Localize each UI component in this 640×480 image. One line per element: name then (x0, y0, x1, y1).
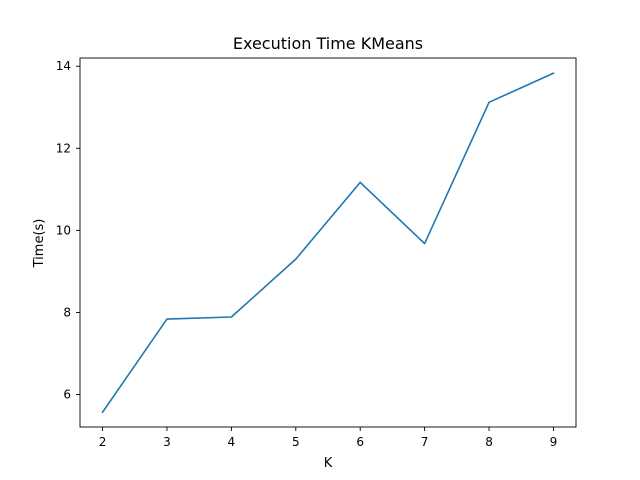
y-tick-label: 14 (56, 59, 71, 73)
x-tick-label: 6 (356, 435, 364, 449)
plot-frame (79, 57, 577, 428)
chart-title: Execution Time KMeans (233, 34, 423, 53)
series-line (101, 72, 555, 414)
x-tick-label: 7 (421, 435, 429, 449)
x-tick-label: 5 (292, 435, 300, 449)
y-axis-label: Time(s) (32, 219, 47, 269)
y-tick-label: 6 (63, 388, 71, 402)
x-tick-label: 9 (550, 435, 558, 449)
x-tick-label: 3 (163, 435, 171, 449)
y-tick-label: 12 (56, 141, 71, 155)
plot-area: 2 3 4 5 6 7 8 9 6 8 10 12 14 (56, 57, 577, 449)
x-tick-label: 4 (228, 435, 236, 449)
y-tick-label: 8 (63, 305, 71, 319)
y-tick-label: 10 (56, 223, 71, 237)
x-tick-label: 2 (99, 435, 107, 449)
x-axis-label: K (324, 456, 333, 471)
x-tick-label: 8 (485, 435, 493, 449)
